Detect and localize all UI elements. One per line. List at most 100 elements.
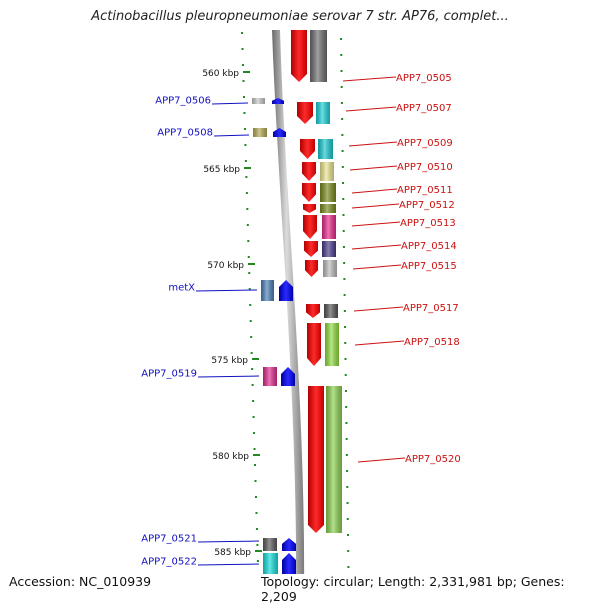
scale-tick-mark [253,454,260,456]
minor-tick [341,134,344,136]
reverse-strand-arrow [307,323,321,366]
minor-tick [254,496,257,498]
minor-tick [243,112,246,114]
minor-tick [346,518,349,520]
reverse-gene[interactable] [306,304,338,318]
reverse-gene-label[interactable]: APP7_0513 [400,218,456,229]
forward-gene[interactable] [261,280,293,301]
minor-tick [341,118,344,120]
minor-tick [344,326,347,328]
forward-gene-label[interactable]: APP7_0519 [141,369,197,380]
reverse-gene-label[interactable]: APP7_0510 [397,162,453,173]
label-leader-line [357,457,406,463]
scale-tick-mark [252,358,259,360]
reverse-gene[interactable] [305,260,337,277]
reverse-gene[interactable] [300,139,333,159]
scale-tick-label: 570 kbp [207,261,244,271]
minor-tick [345,422,348,424]
minor-tick [341,150,344,152]
reverse-gene-label[interactable]: APP7_0515 [401,261,457,272]
scale-tick-mark [255,550,262,552]
genome-stats-text: Topology: circular; Length: 2,331,981 bp… [261,574,600,604]
reverse-gene-label[interactable]: APP7_0507 [396,103,452,114]
gene-shading [322,215,336,239]
label-leader-line [349,165,398,171]
minor-tick [242,96,245,98]
minor-tick [250,336,253,338]
gene-shading [318,139,333,159]
forward-gene-label[interactable]: APP7_0508 [157,128,213,139]
reverse-gene[interactable] [307,323,339,366]
minor-tick [245,176,248,178]
minor-tick [241,48,244,50]
minor-tick [247,240,250,242]
reverse-gene-label[interactable]: APP7_0509 [397,138,453,149]
minor-tick [347,566,350,568]
label-leader-line [351,203,400,209]
label-leader-line [352,264,402,270]
reverse-gene[interactable] [303,204,336,213]
forward-gene-label[interactable]: APP7_0506 [155,96,211,107]
minor-tick [252,400,255,402]
gene-shading [320,162,334,181]
minor-tick [340,102,343,104]
reverse-gene[interactable] [302,162,334,181]
scale-tick-label: 575 kbp [211,356,248,366]
reverse-strand-arrow [303,215,317,239]
label-leader-line [213,134,250,137]
reverse-strand-arrow [291,30,307,82]
minor-tick [249,304,252,306]
minor-tick [343,278,346,280]
label-leader-line [354,340,405,346]
minor-tick [244,144,247,146]
label-leader-line [351,221,401,227]
gene-shading [261,280,274,301]
forward-gene[interactable] [252,98,284,104]
label-leader-line [197,540,260,543]
accession-text: Accession: NC_010939 [9,574,152,589]
reverse-gene-label[interactable]: APP7_0520 [405,454,461,465]
gene-shading [326,386,342,533]
forward-gene[interactable] [263,538,296,551]
minor-tick [246,208,249,210]
reverse-gene[interactable] [303,215,336,239]
minor-tick [256,560,259,562]
forward-gene-label[interactable]: APP7_0521 [141,534,197,545]
genome-backbone [272,30,305,600]
minor-tick [343,262,346,264]
minor-tick [344,342,347,344]
minor-tick [346,486,349,488]
reverse-gene[interactable] [302,183,336,202]
minor-tick [255,512,258,514]
gene-shading [324,304,338,318]
minor-tick [252,416,255,418]
gene-shading [322,241,336,257]
reverse-gene-label[interactable]: APP7_0517 [403,303,459,314]
label-leader-line [345,106,397,112]
reverse-gene-label[interactable]: APP7_0511 [397,185,453,196]
reverse-gene-label[interactable]: APP7_0512 [399,200,455,211]
scale-tick-mark [248,263,255,265]
gene-shading [320,183,336,202]
label-leader-line [195,289,258,292]
minor-tick [347,550,350,552]
label-leader-line [348,141,398,147]
label-leader-line [353,306,404,312]
gene-shading [263,367,277,386]
reverse-gene-label[interactable]: APP7_0514 [401,241,457,252]
minor-tick [253,448,256,450]
reverse-gene[interactable] [297,102,330,124]
gene-shading [323,260,337,277]
minor-tick [340,70,343,72]
reverse-gene-label[interactable]: APP7_0505 [396,73,452,84]
reverse-gene-label[interactable]: APP7_0518 [404,337,460,348]
forward-gene-label[interactable]: APP7_0522 [141,557,197,568]
reverse-gene[interactable] [308,386,342,533]
forward-gene[interactable] [253,128,286,137]
label-leader-line [211,102,249,105]
reverse-gene[interactable] [304,241,336,257]
reverse-gene[interactable] [291,30,327,82]
forward-gene[interactable] [263,367,295,386]
forward-gene-label[interactable]: metX [168,283,195,294]
